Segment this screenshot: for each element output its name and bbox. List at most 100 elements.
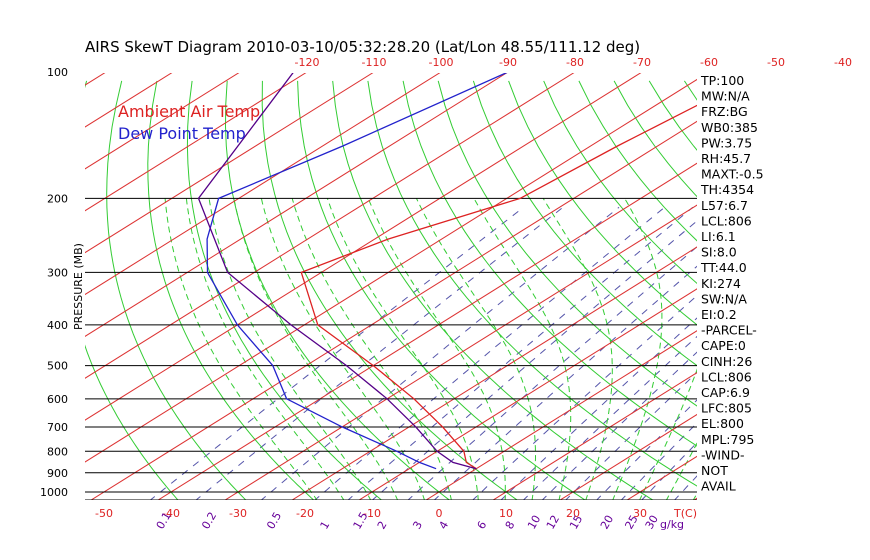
mixing-ratio-line xyxy=(149,206,524,500)
pressure-tick-label: 700 xyxy=(47,421,68,434)
mixing-ratio-label: 0.2 xyxy=(199,510,219,532)
mixing-ratio-label: 15 xyxy=(567,513,585,532)
dry-adiabat-line xyxy=(543,80,697,285)
top-tick-label: -50 xyxy=(767,56,785,69)
index-line: RH:45.7 xyxy=(701,151,751,166)
moist-adiabat-line xyxy=(473,198,572,500)
mixing-ratio-label: 2 xyxy=(375,519,390,532)
moist-adiabat-line xyxy=(326,198,479,500)
moist-adiabats xyxy=(164,198,697,500)
isotherm-line xyxy=(291,246,697,500)
bottom-tick-label: -20 xyxy=(296,507,314,520)
series-ambient-air-temp xyxy=(300,104,697,470)
mixing-ratio-label: 8 xyxy=(503,519,518,532)
top-tick-label: -60 xyxy=(700,56,718,69)
pressure-tick-label: 800 xyxy=(47,445,68,458)
index-line: MPL:795 xyxy=(701,432,754,447)
pressure-tick-label: 200 xyxy=(47,192,68,205)
index-line: EI:0.2 xyxy=(701,307,737,322)
pressure-tick-label: 1000 xyxy=(40,486,68,499)
dry-adiabat-line xyxy=(402,80,697,447)
isotherm-line xyxy=(425,330,697,500)
bottom-tick-label: 20 xyxy=(566,507,580,520)
stability-indices: TP:100MW:N/AFRZ:BGWB0:385PW:3.75RH:45.7M… xyxy=(700,73,764,494)
mixing-ratio-line xyxy=(541,351,697,500)
index-line: LCL:806 xyxy=(701,369,752,384)
mixing-ratio-label: 4 xyxy=(436,519,451,532)
isotherm-line xyxy=(90,120,697,500)
mixing-ratio-labels: 0.1 0.2 0.5 1 1.5 2 3 4 6 8 10 12 15 20 25 30 xyxy=(154,510,661,532)
index-line: -PARCEL- xyxy=(701,323,757,338)
moist-adiabat-line xyxy=(185,198,345,500)
isotherm-line xyxy=(85,73,642,421)
dry-adiabat-line xyxy=(332,80,654,500)
moist-adiabat-line xyxy=(639,368,697,500)
bottom-tick-label: 0 xyxy=(436,507,443,520)
bottom-tick-label: 10 xyxy=(499,507,513,520)
dry-adiabat-line xyxy=(297,80,586,500)
isotherm-line xyxy=(85,73,508,337)
isobars xyxy=(85,197,697,500)
pressure-tick-label: 600 xyxy=(47,393,68,406)
index-line: CAP:6.9 xyxy=(701,385,750,400)
moist-adiabat-line xyxy=(164,198,318,500)
moist-adiabat-line xyxy=(416,198,536,500)
mixing-ratio-line xyxy=(433,265,697,500)
dry-adiabat-line xyxy=(85,80,179,500)
mixing-ratio-line xyxy=(596,399,697,500)
isotherm-line xyxy=(224,204,697,500)
mixing-ratio-label: 30 xyxy=(643,513,661,532)
index-line: -WIND- xyxy=(701,447,745,462)
mixing-ratio-label: 20 xyxy=(598,513,616,532)
plot-area xyxy=(85,63,870,501)
dry-adiabat-line xyxy=(755,81,870,501)
top-tick-label: -80 xyxy=(566,56,584,69)
dry-adiabat-line xyxy=(508,80,697,326)
mixing-ratio-line xyxy=(347,206,694,500)
pressure-axis: 100 200 300 400 500 600 700 800 900 1000 xyxy=(40,66,68,499)
pressure-tick-label: 500 xyxy=(47,360,68,373)
index-line: AVAIL xyxy=(701,479,736,494)
mixing-ratio-label: 25 xyxy=(622,513,640,532)
top-tick-label: -70 xyxy=(633,56,651,69)
series-parcel xyxy=(197,73,477,470)
index-line: TP:100 xyxy=(700,73,744,88)
index-line: KI:274 xyxy=(701,276,741,291)
moist-adiabat-line xyxy=(208,198,372,500)
pressure-tick-label: 100 xyxy=(47,66,68,79)
dry-adiabat-line xyxy=(472,80,697,367)
index-line: CAPE:0 xyxy=(701,338,746,353)
isotherm-line xyxy=(492,372,697,500)
isotherm-line xyxy=(85,73,240,170)
series-dew-point-temp xyxy=(206,73,508,470)
y-axis-label: PRESSURE (MB) xyxy=(72,243,85,330)
moist-adiabat-line xyxy=(665,442,697,500)
g-kg-unit-label: g/kg xyxy=(660,518,684,531)
isotherm-line xyxy=(760,63,870,501)
index-line: LI:6.1 xyxy=(701,229,736,244)
index-line: L57:6.7 xyxy=(701,198,748,213)
index-line: CINH:26 xyxy=(701,354,752,369)
moist-adiabat-line xyxy=(260,198,426,500)
index-line: SI:8.0 xyxy=(701,245,737,260)
index-line: LFC:805 xyxy=(701,401,752,416)
mixing-ratio-label: 3 xyxy=(410,519,425,532)
isotherm-line xyxy=(85,73,374,254)
isotherm-line xyxy=(559,413,697,500)
moist-adiabat-line xyxy=(612,198,663,500)
dry-adiabat-line xyxy=(186,80,383,500)
mixing-ratio-line xyxy=(472,294,697,500)
top-tick-label: -110 xyxy=(362,56,387,69)
isotherm-line xyxy=(85,73,106,86)
top-tick-label: -40 xyxy=(834,56,852,69)
dry-adiabat-line xyxy=(224,80,451,500)
mixing-ratio-label: 6 xyxy=(475,519,490,532)
index-line: FRZ:BG xyxy=(701,104,748,119)
bottom-tick-label: -30 xyxy=(229,507,247,520)
legend: Ambient Air Temp Dew Point Temp xyxy=(118,102,260,143)
moist-adiabat-line xyxy=(291,198,452,500)
bottom-tick-label: -50 xyxy=(95,507,113,520)
dry-adiabat-line xyxy=(367,80,697,487)
dry-adiabat-line xyxy=(825,81,870,501)
